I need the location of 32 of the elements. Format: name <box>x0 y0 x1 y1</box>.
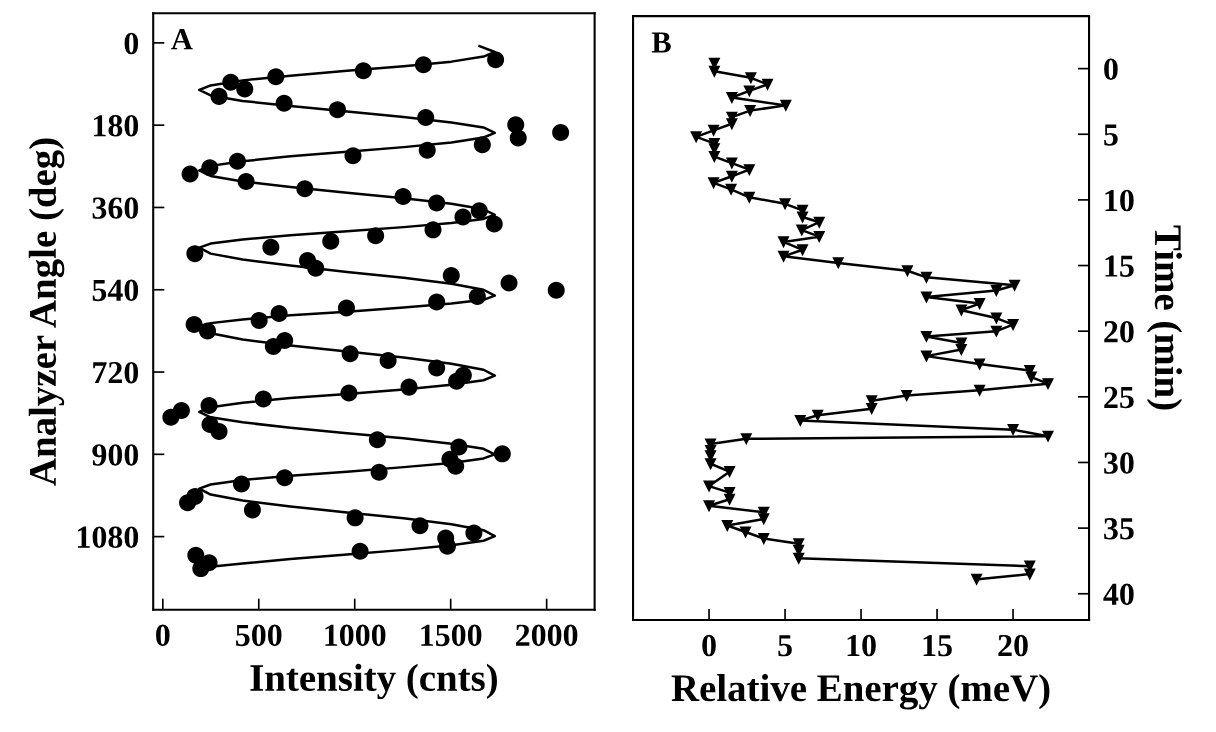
x-tick-label: 1500 <box>421 624 482 647</box>
y-axis-title: Analyzer Angle (deg) <box>28 138 65 486</box>
y2-axis-title: Time (min) <box>1146 225 1183 410</box>
x-tick-label: 20 <box>998 634 1028 657</box>
x-tick-label: 0 <box>702 634 716 657</box>
y2-tick-label: 25 <box>1104 386 1134 409</box>
x-tick-label: 1000 <box>325 624 386 647</box>
y-tick-label: 1080 <box>78 526 139 549</box>
y-tick-label: 900 <box>92 444 139 466</box>
x-tick-label: 5 <box>778 635 792 657</box>
y2-tick-label: 40 <box>1103 583 1134 606</box>
y-tick-label: 360 <box>92 197 139 219</box>
annotation: B <box>651 32 671 53</box>
y2-tick-label: 10 <box>1105 189 1134 212</box>
y-tick-label: 180 <box>93 115 139 137</box>
x-tick-label: 500 <box>236 624 282 647</box>
y2-tick-label: 35 <box>1104 518 1134 540</box>
y2-tick-label: 20 <box>1104 321 1134 343</box>
x-axis-title: Intensity (cnts) <box>250 663 497 700</box>
y-tick-label: 0 <box>124 32 139 55</box>
y2-tick-label: 15 <box>1105 255 1134 277</box>
x-tick-label: 0 <box>156 624 170 647</box>
y-tick-label: 540 <box>92 279 139 302</box>
y2-tick-label: 30 <box>1104 452 1134 474</box>
y2-tick-label: 0 <box>1104 58 1118 81</box>
x-tick-label: 10 <box>847 634 876 657</box>
x-tick-label: 15 <box>923 634 952 657</box>
annotation: A <box>171 29 193 50</box>
x-tick-label: 2000 <box>516 624 578 647</box>
y2-tick-label: 5 <box>1104 124 1118 146</box>
y-tick-label: 720 <box>93 361 139 384</box>
x-axis-title: Relative Energy (meV) <box>671 673 1050 710</box>
